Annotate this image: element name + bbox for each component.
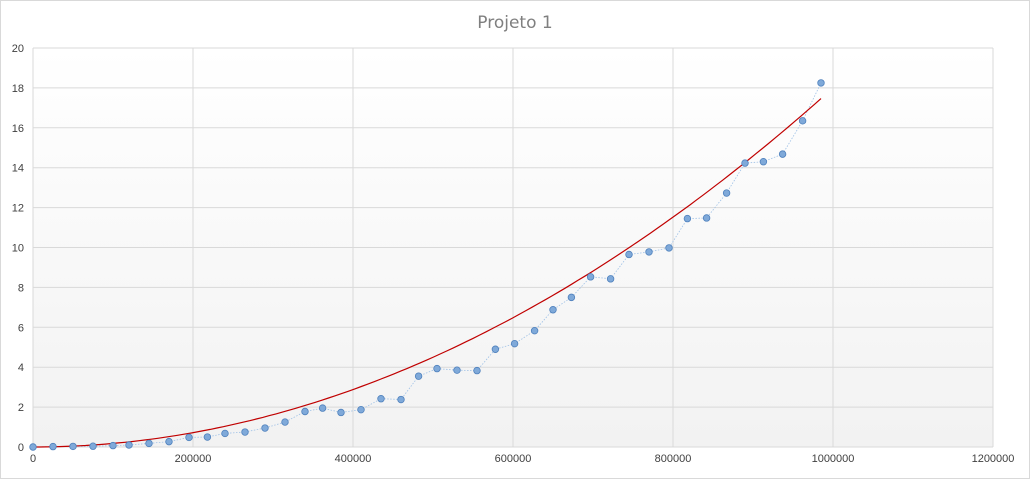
- x-tick-label: 0: [30, 453, 36, 465]
- y-tick-label: 4: [18, 362, 24, 374]
- y-tick-label: 12: [12, 203, 24, 215]
- data-points: [29, 79, 825, 451]
- data-point: [702, 214, 711, 222]
- y-tick-label: 6: [18, 322, 24, 334]
- data-point: [665, 244, 673, 252]
- trendline-layer: [33, 98, 822, 448]
- data-point: [318, 404, 327, 412]
- data-point: [109, 441, 117, 450]
- data-point: [221, 429, 229, 438]
- data-point: [625, 250, 633, 259]
- data-point: [722, 189, 731, 197]
- x-tick-label: 400000: [335, 453, 372, 465]
- x-tick-label: 200000: [175, 453, 212, 465]
- data-point: [473, 366, 481, 375]
- data-point: [491, 345, 500, 353]
- data-point: [567, 293, 576, 302]
- y-tick-label: 10: [12, 243, 24, 255]
- data-point: [29, 443, 37, 451]
- data-point: [798, 117, 807, 125]
- data-point: [741, 159, 749, 167]
- data-point: [817, 79, 825, 87]
- x-tick-label: 600000: [495, 453, 532, 465]
- data-point: [510, 339, 519, 348]
- data-point: [241, 428, 249, 436]
- data-point: [645, 248, 653, 256]
- data-point: [301, 407, 309, 416]
- y-tick-label: 14: [12, 163, 24, 175]
- data-point: [453, 366, 461, 374]
- y-tick-label: 8: [18, 282, 24, 294]
- x-tick-label: 800000: [655, 453, 692, 465]
- data-point: [49, 442, 57, 451]
- data-point: [377, 395, 385, 403]
- data-point: [337, 408, 345, 417]
- data-point: [69, 442, 77, 451]
- y-tick-label: 18: [12, 83, 24, 95]
- data-point: [759, 158, 768, 166]
- data-point: [125, 441, 133, 449]
- gridlines: [32, 47, 994, 448]
- data-point: [281, 418, 289, 426]
- y-tick-label: 2: [18, 402, 24, 414]
- data-point: [606, 275, 615, 283]
- y-tick-label: 16: [12, 123, 24, 135]
- axes: 0 2 4 6 8 10 12 14 16 18 20 0 200000 400000 600000 8000…: [12, 43, 1015, 465]
- data-point: [530, 326, 539, 335]
- data-point: [549, 306, 557, 314]
- data-point: [89, 442, 97, 450]
- x-tick-label: 1000000: [812, 453, 855, 465]
- x-tick-label: 1200000: [972, 453, 1015, 465]
- trendline: [33, 98, 822, 448]
- y-tick-label: 20: [12, 43, 24, 55]
- data-point: [683, 214, 692, 223]
- data-point: [145, 439, 153, 448]
- data-point: [778, 150, 787, 158]
- chart-title: Projeto 1: [477, 13, 552, 33]
- data-point: [397, 395, 405, 404]
- data-point: [433, 364, 441, 373]
- data-point: [261, 424, 269, 432]
- data-point: [203, 433, 212, 441]
- data-point: [357, 405, 365, 414]
- data-point: [165, 437, 173, 446]
- data-point: [185, 433, 193, 442]
- data-point: [586, 273, 595, 281]
- data-point: [414, 372, 423, 380]
- y-tick-label: 0: [18, 442, 24, 454]
